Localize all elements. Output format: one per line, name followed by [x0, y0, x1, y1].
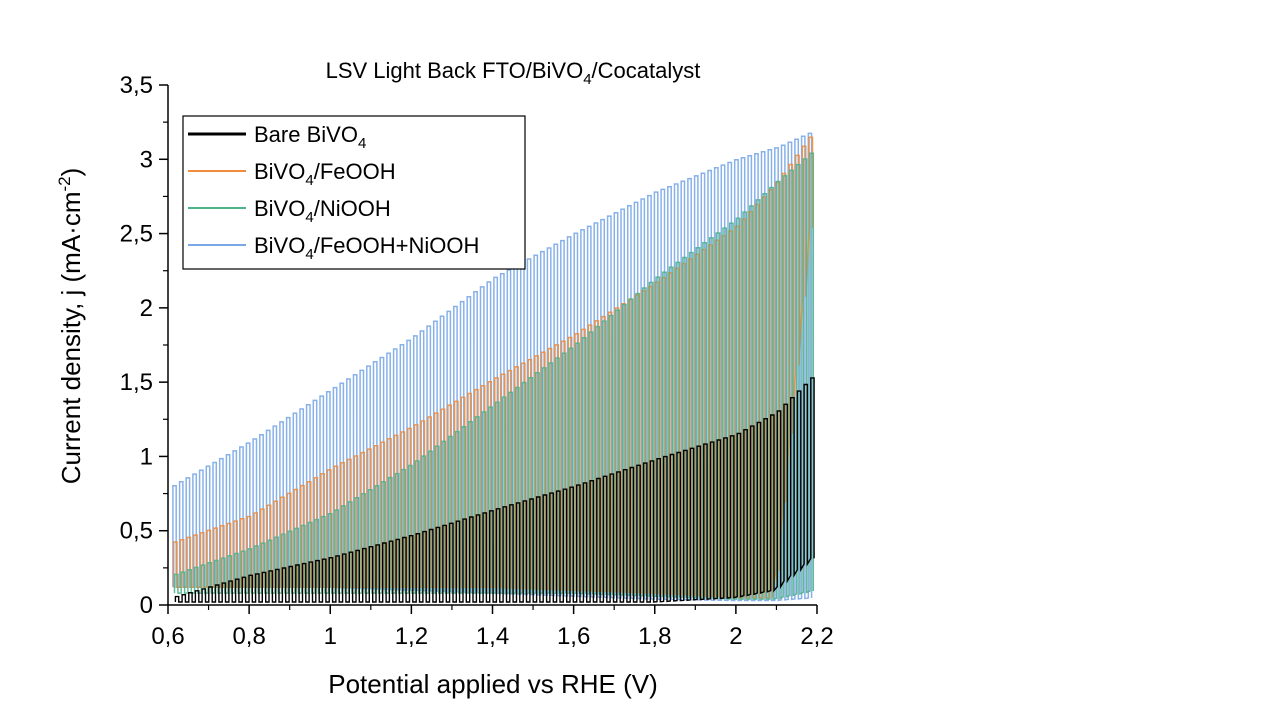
legend-box [182, 115, 526, 270]
x-tick-label: 1,8 [638, 623, 671, 650]
chart-title: LSV Light Back FTO/BiVO4/Cocatalyst [326, 58, 701, 88]
series-line [174, 377, 815, 603]
y-tick-label: 3,5 [120, 72, 153, 99]
x-axis-title: Potential applied vs RHE (V) [328, 669, 657, 699]
x-ticks: 0,6 0,8 1 1,2 1,4 1,6 1,8 2 2,2 [151, 605, 834, 650]
legend: Bare BiVO4 BiVO4/FeOOH BiVO4/NiOOH BiVO4/Fe… [182, 115, 526, 270]
y-tick-label: 2 [140, 295, 153, 322]
y-tick-label: 1 [140, 443, 153, 470]
legend-label: BiVO4/FeOOH+NiOOH [254, 233, 479, 263]
legend-label: Bare BiVO4 [254, 122, 366, 152]
y-tick-label: 0 [140, 592, 153, 619]
x-tick-label: 1,4 [476, 623, 509, 650]
series-layer [172, 132, 815, 603]
y-ticks: 0 0,5 1 1,5 2 2,5 3 3,5 [120, 72, 168, 619]
y-tick-label: 0,5 [120, 518, 153, 545]
x-tick-label: 1,2 [395, 623, 428, 650]
y-tick-label: 2,5 [120, 221, 153, 248]
y-tick-label: 3 [140, 146, 153, 173]
legend-label: BiVO4/FeOOH [254, 159, 396, 189]
x-tick-label: 0,6 [151, 623, 184, 650]
y-axis-title: Current density, j (mA·cm-2) [55, 168, 86, 485]
legend-label: BiVO4/NiOOH [254, 196, 391, 226]
x-tick-label: 1,6 [557, 623, 590, 650]
x-tick-label: 1 [324, 623, 337, 650]
x-tick-label: 0,8 [232, 623, 265, 650]
x-tick-label: 2,2 [800, 623, 833, 650]
x-tick-label: 2 [729, 623, 742, 650]
y-tick-label: 1,5 [120, 369, 153, 396]
